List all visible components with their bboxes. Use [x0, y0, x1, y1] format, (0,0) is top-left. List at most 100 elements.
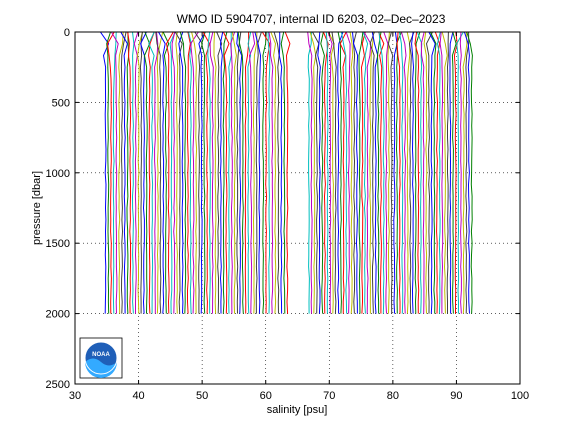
profile-line — [194, 31, 203, 314]
profile-line — [459, 31, 462, 314]
profile-line — [262, 31, 267, 314]
y-tick-label: 1500 — [46, 238, 70, 250]
profile-line — [209, 31, 214, 314]
profile-line — [416, 31, 423, 314]
profile-line — [429, 31, 437, 314]
x-tick-label: 30 — [69, 390, 81, 402]
profile-line — [237, 31, 244, 314]
profile-line — [254, 31, 262, 314]
profile-line — [228, 32, 232, 314]
profile-line — [155, 31, 162, 314]
profile-line — [133, 31, 139, 314]
profile-line — [201, 31, 206, 314]
profile-line — [371, 31, 379, 314]
profile-line — [106, 31, 115, 314]
profile-line — [396, 31, 401, 314]
profile-line — [411, 31, 415, 314]
profile-line — [188, 31, 192, 314]
profile-line — [352, 31, 359, 314]
profile-line — [406, 31, 411, 314]
profile-line — [340, 31, 348, 314]
profile-line — [331, 31, 337, 314]
profile-line — [414, 31, 421, 314]
profile-line — [231, 31, 237, 314]
profile-line — [191, 31, 198, 314]
profile-line — [148, 31, 155, 314]
profile-line — [378, 31, 385, 314]
profile-line — [309, 31, 317, 314]
profile-line — [273, 31, 280, 314]
y-ticks: 0 500 1000 1500 2000 2500 — [46, 27, 520, 391]
profile-line — [148, 31, 155, 314]
profile-line — [312, 31, 320, 314]
profile-line — [453, 31, 458, 314]
profile-line — [423, 31, 428, 314]
profile-line — [244, 32, 250, 314]
profile-line — [339, 31, 347, 314]
profile-line — [420, 31, 425, 314]
x-tick-label: 70 — [323, 390, 335, 402]
profile-line — [178, 31, 184, 314]
profile-line — [428, 31, 436, 314]
profile-line — [400, 31, 407, 314]
profile-line — [248, 31, 256, 314]
profile-line — [320, 31, 325, 314]
profile-line — [466, 31, 473, 314]
profile-line — [216, 31, 223, 314]
profile-line — [307, 31, 313, 314]
profile-line — [140, 31, 147, 314]
profile-line — [456, 31, 464, 314]
profile-line — [156, 31, 164, 314]
profile-line — [120, 31, 128, 314]
profile-line — [383, 31, 389, 314]
profile-line — [395, 31, 402, 314]
profile-line — [317, 31, 321, 314]
profile-line — [462, 31, 468, 314]
profile-line — [186, 31, 191, 314]
y-tick-label: 500 — [52, 97, 70, 109]
x-tick-label: 60 — [260, 390, 272, 402]
profile-line — [118, 31, 124, 314]
profile-line — [363, 31, 372, 314]
profile-line — [261, 31, 271, 314]
profile-line — [255, 31, 262, 314]
profile-line — [165, 31, 174, 314]
profile-line — [352, 31, 357, 314]
profile-line — [337, 31, 342, 314]
profile-line — [120, 31, 127, 314]
y-tick-label: 0 — [64, 27, 70, 39]
profile-line — [408, 31, 415, 314]
profile-line — [345, 31, 351, 314]
y-tick-label: 2000 — [46, 309, 70, 321]
profile-line — [213, 31, 217, 314]
profile-line — [328, 31, 335, 314]
profile-line — [387, 31, 390, 314]
profile-line — [465, 31, 470, 314]
profile-line — [222, 31, 228, 314]
profile-line — [99, 31, 110, 314]
profile-line — [322, 31, 329, 314]
profile-line — [398, 31, 404, 314]
profile-line — [222, 31, 230, 314]
profile-line — [169, 31, 176, 314]
profile-line — [110, 31, 119, 314]
profile-line — [434, 31, 441, 314]
profile-line — [280, 31, 286, 314]
plot-frame — [74, 31, 521, 385]
profile-line — [162, 31, 170, 314]
profile-line — [376, 31, 382, 314]
x-tick-label: 90 — [450, 390, 462, 402]
x-tick-label: 40 — [132, 390, 144, 402]
profile-line — [327, 31, 333, 314]
profile-line — [349, 31, 354, 314]
profile-line — [137, 31, 143, 314]
profile-line — [393, 31, 398, 314]
profile-line — [378, 31, 385, 314]
profile-line — [236, 31, 242, 314]
profile-line — [158, 31, 166, 314]
profile-line — [278, 31, 283, 314]
profile-line — [106, 31, 111, 314]
profile-line — [441, 31, 448, 314]
profile-line — [247, 31, 252, 314]
x-axis-label: salinity [psu] — [267, 404, 328, 416]
